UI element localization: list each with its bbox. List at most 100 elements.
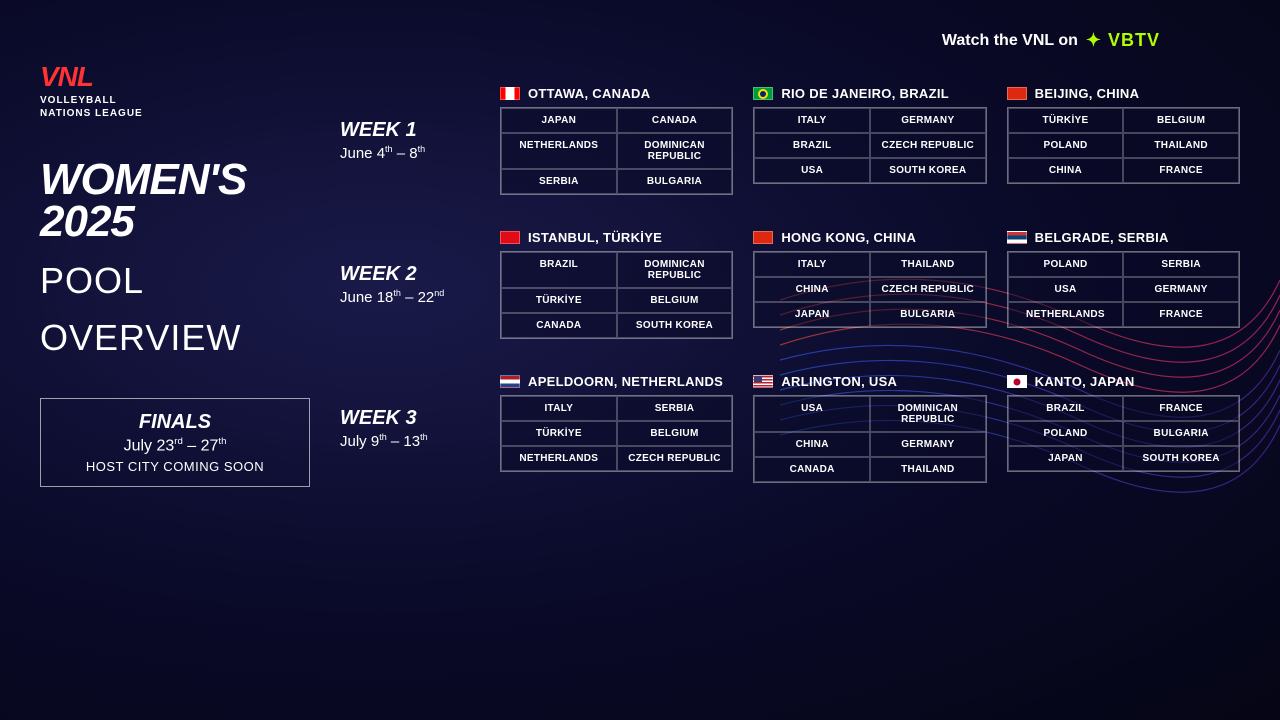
flag-icon <box>1007 87 1027 100</box>
title-line1: WOMEN'S <box>40 159 310 201</box>
pool-city: OTTAWA, CANADA <box>528 86 650 101</box>
pool-header: APELDOORN, NETHERLANDS <box>500 374 733 389</box>
flag-icon <box>500 87 520 100</box>
team-cell: SERBIA <box>617 396 733 421</box>
team-cell: BULGARIA <box>1123 421 1239 446</box>
pool: ISTANBUL, TÜRKİYE BRAZILDOMINICAN REPUBLI… <box>500 230 733 339</box>
team-cell: BULGARIA <box>617 169 733 194</box>
pool-grid: POLANDSERBIAUSAGERMANYNETHERLANDSFRANCE <box>1007 251 1240 328</box>
pool-header: OTTAWA, CANADA <box>500 86 733 101</box>
team-cell: FRANCE <box>1123 158 1239 183</box>
team-cell: DOMINICAN REPUBLIC <box>617 252 733 288</box>
week-label: WEEK 2 June 18th – 22nd <box>340 263 475 306</box>
team-cell: CANADA <box>754 457 870 482</box>
pool: BELGRADE, SERBIA POLANDSERBIAUSAGERMANYNE… <box>1007 230 1240 339</box>
team-cell: SOUTH KOREA <box>1123 446 1239 471</box>
team-cell: CHINA <box>754 432 870 457</box>
team-cell: TÜRKİYE <box>1008 108 1124 133</box>
team-cell: NETHERLANDS <box>501 133 617 169</box>
vbtv-icon: ✦ <box>1086 30 1102 50</box>
pool-grid: BRAZILDOMINICAN REPUBLICTÜRKİYEBELGIUMCA… <box>500 251 733 339</box>
team-cell: FRANCE <box>1123 396 1239 421</box>
team-cell: TÜRKİYE <box>501 288 617 313</box>
finals-host: HOST CITY COMING SOON <box>59 459 291 474</box>
team-cell: SERBIA <box>501 169 617 194</box>
team-cell: POLAND <box>1008 252 1124 277</box>
pool-grid: USADOMINICAN REPUBLICCHINAGERMANYCANADAT… <box>753 395 986 483</box>
team-cell: GERMANY <box>870 108 986 133</box>
week-dates: June 4th – 8th <box>340 144 475 162</box>
team-cell: ITALY <box>754 108 870 133</box>
team-cell: CANADA <box>501 313 617 338</box>
team-cell: JAPAN <box>1008 446 1124 471</box>
pool-header: HONG KONG, CHINA <box>753 230 986 245</box>
pool: APELDOORN, NETHERLANDS ITALYSERBIATÜRKİYE… <box>500 374 733 483</box>
pool-grid: TÜRKİYEBELGIUMPOLANDTHAILANDCHINAFRANCE <box>1007 107 1240 184</box>
vnl-logo-text: VNL <box>40 61 310 93</box>
pool: RIO DE JANEIRO, BRAZIL ITALYGERMANYBRAZIL… <box>753 86 986 195</box>
vbtv-promo: Watch the VNL on ✦ VBTV <box>942 30 1160 51</box>
flag-icon <box>753 375 773 388</box>
flag-icon <box>1007 231 1027 244</box>
team-cell: THAILAND <box>1123 133 1239 158</box>
team-cell: BRAZIL <box>1008 396 1124 421</box>
pools-container: OTTAWA, CANADAJAPANCANADANETHERLANDSDOMI… <box>500 86 1240 195</box>
team-cell: GERMANY <box>870 432 986 457</box>
team-cell: JAPAN <box>501 108 617 133</box>
title-block: WOMEN'S 2025 POOL OVERVIEW <box>40 159 310 358</box>
week-label: WEEK 1 June 4th – 8th <box>340 119 475 162</box>
finals-box: FINALS July 23rd – 27th HOST CITY COMING… <box>40 398 310 487</box>
title-line3: POOL <box>40 261 310 301</box>
week-label: WEEK 3 July 9th – 13th <box>340 407 475 450</box>
week-row: WEEK 2 June 18th – 22nd ISTANBUL, TÜRKİY… <box>340 230 1240 339</box>
week-dates: June 18th – 22nd <box>340 288 475 306</box>
team-cell: TÜRKİYE <box>501 421 617 446</box>
week-row: WEEK 3 July 9th – 13th APELDOORN, NETHER… <box>340 374 1240 483</box>
team-cell: CANADA <box>617 108 733 133</box>
pool: HONG KONG, CHINAITALYTHAILANDCHINACZECH … <box>753 230 986 339</box>
pool-city: ISTANBUL, TÜRKİYE <box>528 230 662 245</box>
pool-grid: ITALYGERMANYBRAZILCZECH REPUBLICUSASOUTH… <box>753 107 986 184</box>
team-cell: CHINA <box>1008 158 1124 183</box>
team-cell: BULGARIA <box>870 302 986 327</box>
finals-title: FINALS <box>59 411 291 434</box>
team-cell: FRANCE <box>1123 302 1239 327</box>
pool-grid: ITALYSERBIATÜRKİYEBELGIUMNETHERLANDSCZEC… <box>500 395 733 472</box>
week-dates: July 9th – 13th <box>340 432 475 450</box>
flag-icon <box>753 87 773 100</box>
team-cell: POLAND <box>1008 421 1124 446</box>
pool-city: HONG KONG, CHINA <box>781 230 916 245</box>
team-cell: CZECH REPUBLIC <box>870 277 986 302</box>
team-cell: BRAZIL <box>754 133 870 158</box>
team-cell: BRAZIL <box>501 252 617 288</box>
pool-header: BEIJING, CHINA <box>1007 86 1240 101</box>
week-title: WEEK 2 <box>340 263 475 286</box>
week-row: WEEK 1 June 4th – 8th OTTAWA, CANADA JAPA… <box>340 86 1240 195</box>
flag-icon <box>753 231 773 244</box>
finals-dates: July 23rd – 27th <box>59 436 291 455</box>
vnl-logo-sub2: NATIONS LEAGUE <box>40 108 310 119</box>
team-cell: BELGIUM <box>617 288 733 313</box>
vbtv-logo: ✦ VBTV <box>1086 30 1160 51</box>
week-title: WEEK 3 <box>340 407 475 430</box>
pool: KANTO, JAPANBRAZILFRANCEPOLANDBULGARIAJA… <box>1007 374 1240 483</box>
flag-icon <box>1007 375 1027 388</box>
pool-city: ARLINGTON, USA <box>781 374 897 389</box>
pool-header: ISTANBUL, TÜRKİYE <box>500 230 733 245</box>
week-title: WEEK 1 <box>340 119 475 142</box>
pool: OTTAWA, CANADAJAPANCANADANETHERLANDSDOMI… <box>500 86 733 195</box>
team-cell: CHINA <box>754 277 870 302</box>
pool-header: ARLINGTON, USA <box>753 374 986 389</box>
pool-city: BELGRADE, SERBIA <box>1035 230 1169 245</box>
team-cell: SOUTH KOREA <box>617 313 733 338</box>
team-cell: DOMINICAN REPUBLIC <box>870 396 986 432</box>
team-cell: CZECH REPUBLIC <box>870 133 986 158</box>
pool-city: APELDOORN, NETHERLANDS <box>528 374 723 389</box>
pool-city: RIO DE JANEIRO, BRAZIL <box>781 86 949 101</box>
flag-icon <box>500 231 520 244</box>
vnl-logo-block: VNL VOLLEYBALL NATIONS LEAGUE <box>40 61 310 119</box>
pool: ARLINGTON, USA USADOMINICAN REPUBLICCHINA… <box>753 374 986 483</box>
team-cell: ITALY <box>754 252 870 277</box>
team-cell: ITALY <box>501 396 617 421</box>
team-cell: BELGIUM <box>1123 108 1239 133</box>
